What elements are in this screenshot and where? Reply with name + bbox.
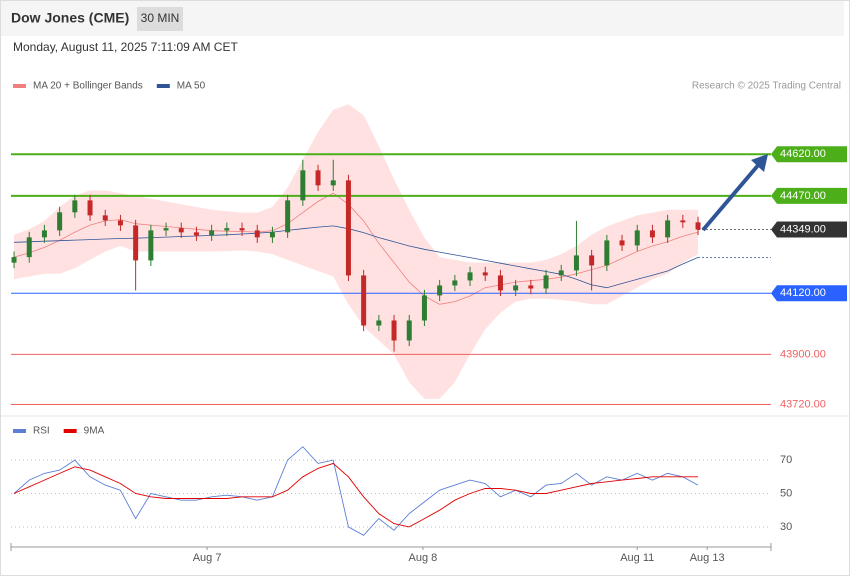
candle-body xyxy=(467,272,473,281)
candle-body xyxy=(300,170,306,201)
candle-body xyxy=(239,228,245,231)
candle-body xyxy=(543,275,549,289)
candle-body xyxy=(558,270,564,276)
interval[interactable]: 30 MIN xyxy=(141,11,180,25)
candle-body xyxy=(57,212,63,231)
x-tick-label: Aug 13 xyxy=(690,552,725,564)
rsi-ma-line xyxy=(13,462,698,528)
legend-label: RSI xyxy=(33,426,50,437)
level-label: 44620.00 xyxy=(780,148,826,160)
candle-body xyxy=(330,180,336,186)
rsi-line xyxy=(13,446,699,536)
candle-body xyxy=(437,285,443,296)
legend-swatch xyxy=(13,429,26,433)
forecast-arrow-head xyxy=(751,154,768,172)
bollinger-band xyxy=(14,104,698,399)
candle-body xyxy=(695,222,701,230)
candle-body xyxy=(665,220,671,238)
candle-body xyxy=(224,228,230,231)
candle-body xyxy=(72,200,78,213)
level-tag xyxy=(771,221,847,238)
level-label: 44120.00 xyxy=(780,287,826,299)
rsi-tick-label: 70 xyxy=(780,454,792,466)
level-label: 44349.00 xyxy=(780,223,826,235)
candle-body xyxy=(163,228,169,231)
candle-body xyxy=(680,220,686,223)
x-tick-label: Aug 8 xyxy=(409,552,438,564)
candle-body xyxy=(513,285,519,291)
candle-body xyxy=(634,230,640,246)
interval-badge[interactable] xyxy=(137,7,183,31)
candle-body xyxy=(254,230,260,238)
x-tick-label: Aug 7 xyxy=(193,552,222,564)
candle-body xyxy=(117,220,123,226)
candle-body xyxy=(573,255,579,271)
level-tag xyxy=(771,285,847,302)
level-label: 44470.00 xyxy=(780,190,826,202)
candle-body xyxy=(87,200,93,216)
legend-label: MA 50 xyxy=(177,81,206,92)
x-tick-label: Aug 11 xyxy=(620,552,654,564)
candle-body xyxy=(528,285,534,289)
candle-body xyxy=(345,180,351,276)
rsi-tick-label: 50 xyxy=(780,487,792,499)
candle-body xyxy=(406,320,412,341)
candle-body xyxy=(41,230,47,238)
candle-body xyxy=(376,320,382,326)
level-label: 43720.00 xyxy=(780,398,826,410)
level-tag xyxy=(771,146,847,163)
level-label: 43900.00 xyxy=(780,348,826,360)
candle-body xyxy=(315,170,321,186)
candle-body xyxy=(619,240,625,246)
ma20-line xyxy=(13,192,699,305)
candle-body xyxy=(452,280,458,286)
candle-body xyxy=(178,228,184,233)
ma50-line xyxy=(13,225,699,289)
plot: MA 20 + Bollinger Bands MA 50 RSI 9MA 44620.… xyxy=(10,81,847,564)
source: Research © 2025 Trading Central xyxy=(692,81,841,92)
candle-body xyxy=(269,232,275,238)
candle-body xyxy=(604,240,610,266)
candle-body xyxy=(482,272,488,276)
candle-body xyxy=(26,237,32,258)
forecast-arrow xyxy=(701,161,762,232)
candle-body xyxy=(209,230,215,236)
candle-body xyxy=(589,255,595,266)
subtitle: Monday, August 11, 2025 7:11:09 AM CET xyxy=(13,40,238,54)
candle-body xyxy=(649,230,655,238)
candle-body xyxy=(133,225,139,261)
legend-swatch xyxy=(63,429,77,433)
candle-body xyxy=(148,230,154,261)
rsi-tick-label: 30 xyxy=(780,521,792,533)
legend-swatch xyxy=(156,84,170,88)
candle-body xyxy=(391,320,397,341)
candle-body xyxy=(361,275,367,326)
candle-body xyxy=(102,215,108,221)
legend-swatch xyxy=(13,84,26,88)
candle-body xyxy=(11,257,17,263)
candle-body xyxy=(421,295,427,321)
candle-body xyxy=(497,275,503,291)
chart-title: Dow Jones (CME) xyxy=(11,10,129,26)
candle-body xyxy=(193,232,199,236)
legend-label: MA 20 + Bollinger Bands xyxy=(33,81,143,92)
candle-body xyxy=(285,200,291,233)
level-tag xyxy=(771,187,847,204)
legend-label: 9MA xyxy=(84,426,105,437)
